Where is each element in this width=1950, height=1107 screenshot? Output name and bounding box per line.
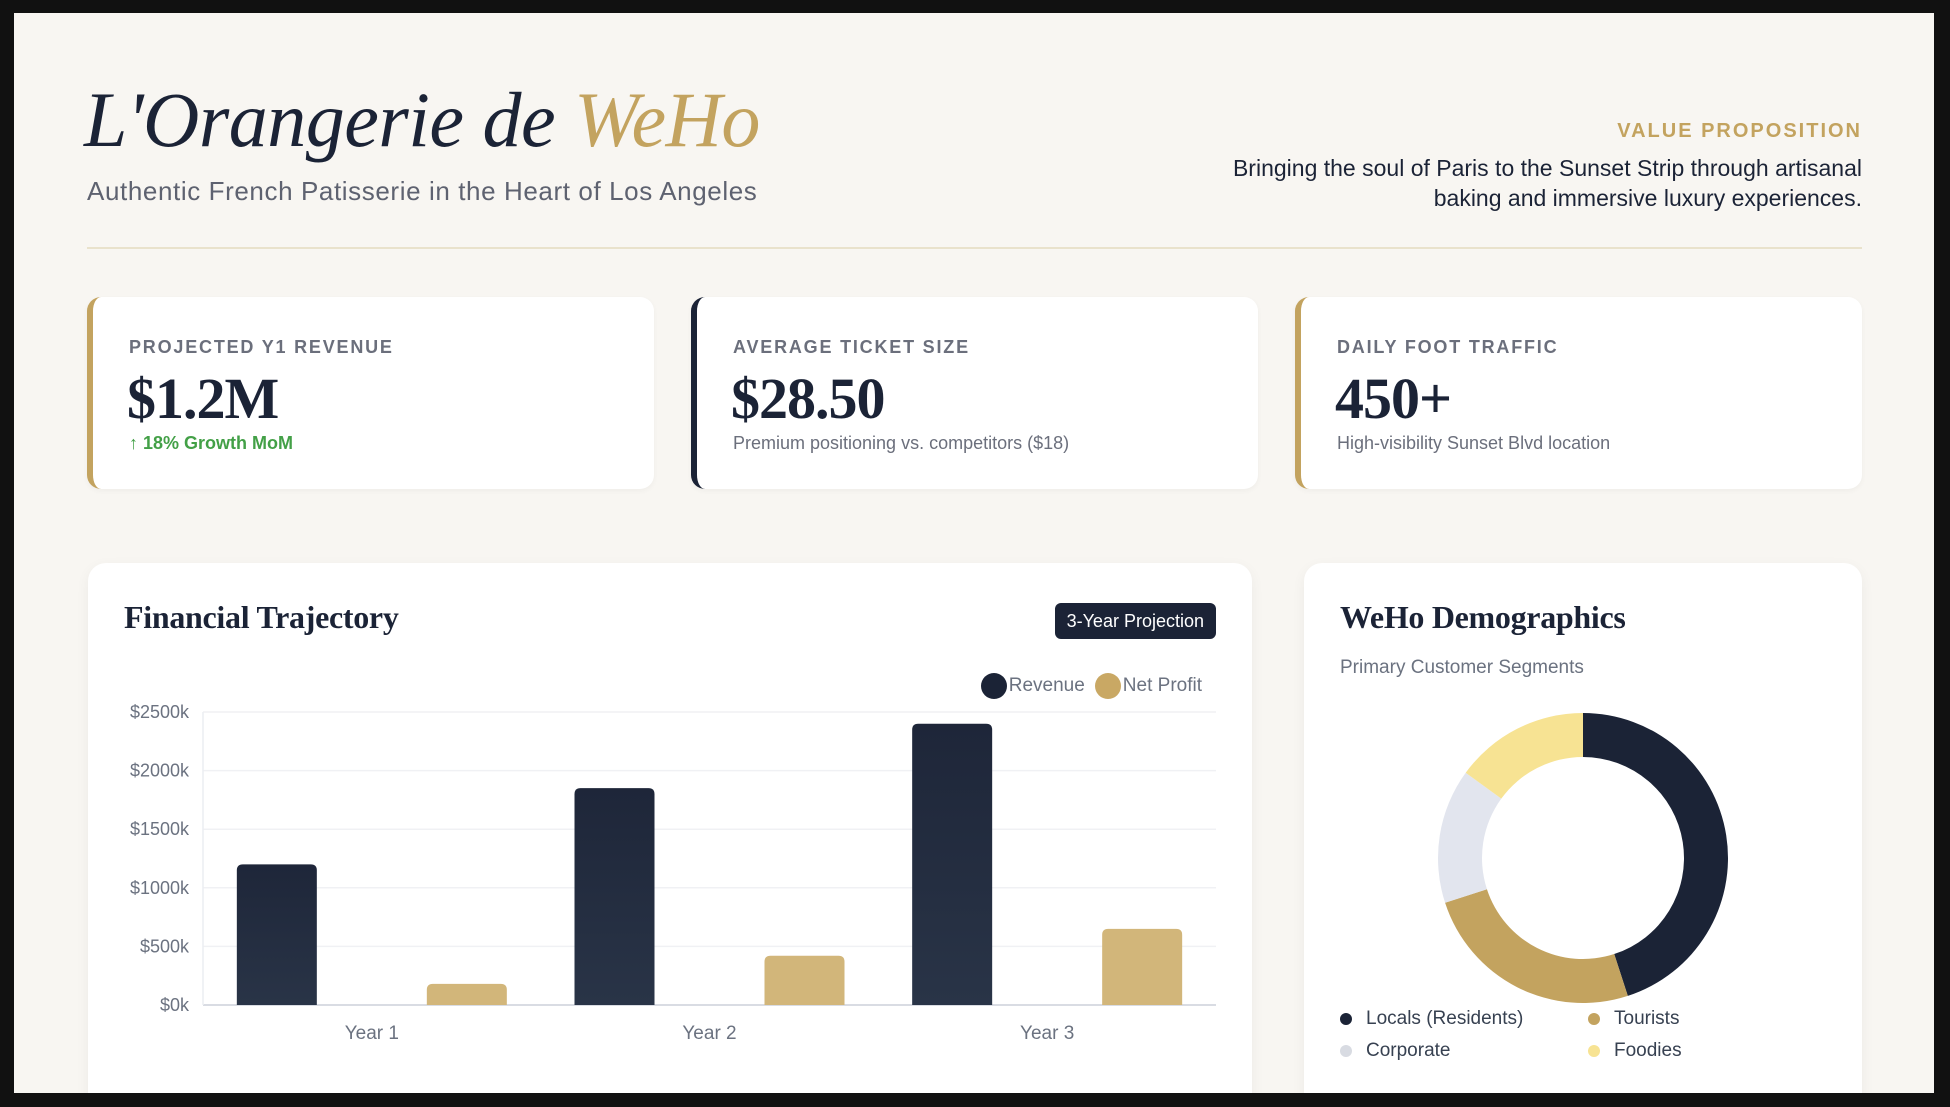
svg-text:Year 2: Year 2 (682, 1023, 736, 1044)
legend-label: Net Profit (1122, 675, 1202, 696)
svg-text:$500k: $500k (140, 936, 190, 956)
svg-text:$2000k: $2000k (130, 761, 190, 781)
title-accent: WeHo (574, 76, 760, 163)
financial-trajectory-card: Financial Trajectory 3-Year Projection R… (88, 563, 1252, 1093)
chart-bars (236, 723, 1183, 1005)
net-profit-bar[interactable] (764, 955, 845, 1005)
legend-label: Tourists (1614, 1008, 1680, 1029)
demographics-card: WeHo Demographics Primary Customer Segme… (1304, 563, 1862, 1093)
legend-item-revenue[interactable]: Revenue (980, 673, 1085, 699)
donut-segments (1438, 713, 1728, 1003)
chart-legend: Revenue Net Profit (980, 673, 1202, 699)
y-axis-ticks: $0k $500k $1000k $1500k $2000k $2500k (130, 702, 190, 1015)
legend-item-tourists[interactable]: Tourists (1588, 1008, 1828, 1030)
net-profit-bar[interactable] (426, 983, 507, 1005)
chart-gridlines (202, 711, 1216, 1006)
page-title: L'Orangerie de WeHo (84, 81, 760, 159)
donut-segment-tourists[interactable] (1445, 889, 1628, 1003)
svg-text:$0k: $0k (160, 995, 190, 1015)
net-profit-swatch-icon (1094, 673, 1121, 699)
revenue-bar[interactable] (912, 723, 993, 1005)
donut-segment-foodies[interactable] (1465, 713, 1583, 799)
legend-label: Corporate (1366, 1040, 1451, 1061)
kpi-value: 450+ (1335, 366, 1452, 431)
kpi-label: PROJECTED Y1 REVENUE (129, 337, 394, 357)
revenue-bar[interactable] (236, 864, 317, 1005)
kpi-card-ticket-size: AVERAGE TICKET SIZE $28.50 Premium posit… (691, 297, 1258, 489)
svg-text:$1000k: $1000k (130, 878, 190, 898)
demographics-subtitle: Primary Customer Segments (1340, 657, 1584, 678)
x-axis-labels: Year 1 Year 2 Year 3 (345, 1023, 1075, 1044)
kpi-note: Premium positioning vs. competitors ($18… (733, 433, 1070, 453)
value-proposition-label: VALUE PROPOSITION (1617, 120, 1862, 142)
svg-text:Year 3: Year 3 (1020, 1023, 1074, 1044)
donut-segment-locals-residents[interactable] (1583, 713, 1728, 996)
page-subtitle: Authentic French Patisserie in the Heart… (87, 176, 758, 206)
legend-item-locals[interactable]: Locals (Residents) (1340, 1008, 1588, 1030)
legend-item-foodies[interactable]: Foodies (1588, 1040, 1828, 1062)
growth-indicator: ↑ 18% Growth MoM (129, 433, 294, 453)
projection-badge: 3-Year Projection (1054, 603, 1216, 639)
revenue-swatch-icon (980, 673, 1007, 699)
kpi-value: $1.2M (127, 366, 279, 431)
value-proposition-text: Bringing the soul of Paris to the Sunset… (1232, 155, 1862, 211)
revenue-bar[interactable] (574, 788, 655, 1005)
title-main: L'Orangerie de (84, 76, 575, 163)
financial-card-title: Financial Trajectory (124, 599, 399, 635)
legend-label: Locals (Residents) (1366, 1008, 1524, 1029)
dashboard-page: L'Orangerie de WeHo Authentic French Pat… (14, 13, 1934, 1093)
kpi-card-foot-traffic: DAILY FOOT TRAFFIC 450+ High-visibility … (1295, 297, 1862, 489)
demographics-legend: Locals (Residents) Tourists Corporate Fo… (1340, 1008, 1840, 1062)
donut-chart (1438, 713, 1728, 1003)
kpi-note: High-visibility Sunset Blvd location (1337, 433, 1611, 453)
legend-label: Revenue (1008, 675, 1085, 696)
kpi-label: DAILY FOOT TRAFFIC (1337, 337, 1559, 357)
legend-item-corporate[interactable]: Corporate (1340, 1040, 1588, 1062)
svg-text:Year 1: Year 1 (345, 1023, 399, 1044)
legend-item-net-profit[interactable]: Net Profit (1094, 673, 1202, 699)
tourists-swatch-icon (1588, 1013, 1600, 1025)
legend-label: Foodies (1614, 1040, 1682, 1061)
donut-segment-corporate[interactable] (1438, 772, 1502, 903)
foodies-swatch-icon (1588, 1045, 1600, 1057)
kpi-label: AVERAGE TICKET SIZE (733, 337, 970, 357)
kpi-card-revenue: PROJECTED Y1 REVENUE $1.2M ↑ 18% Growth … (87, 297, 654, 489)
header-divider (87, 247, 1862, 249)
net-profit-bar[interactable] (1102, 928, 1183, 1005)
kpi-value: $28.50 (731, 366, 885, 431)
svg-text:$2500k: $2500k (130, 702, 190, 722)
demographics-card-title: WeHo Demographics (1340, 599, 1626, 635)
value-proposition: VALUE PROPOSITION Bringing the soul of P… (1222, 120, 1862, 213)
svg-text:$1500k: $1500k (130, 819, 190, 839)
corporate-swatch-icon (1340, 1045, 1352, 1057)
locals-swatch-icon (1340, 1013, 1352, 1025)
